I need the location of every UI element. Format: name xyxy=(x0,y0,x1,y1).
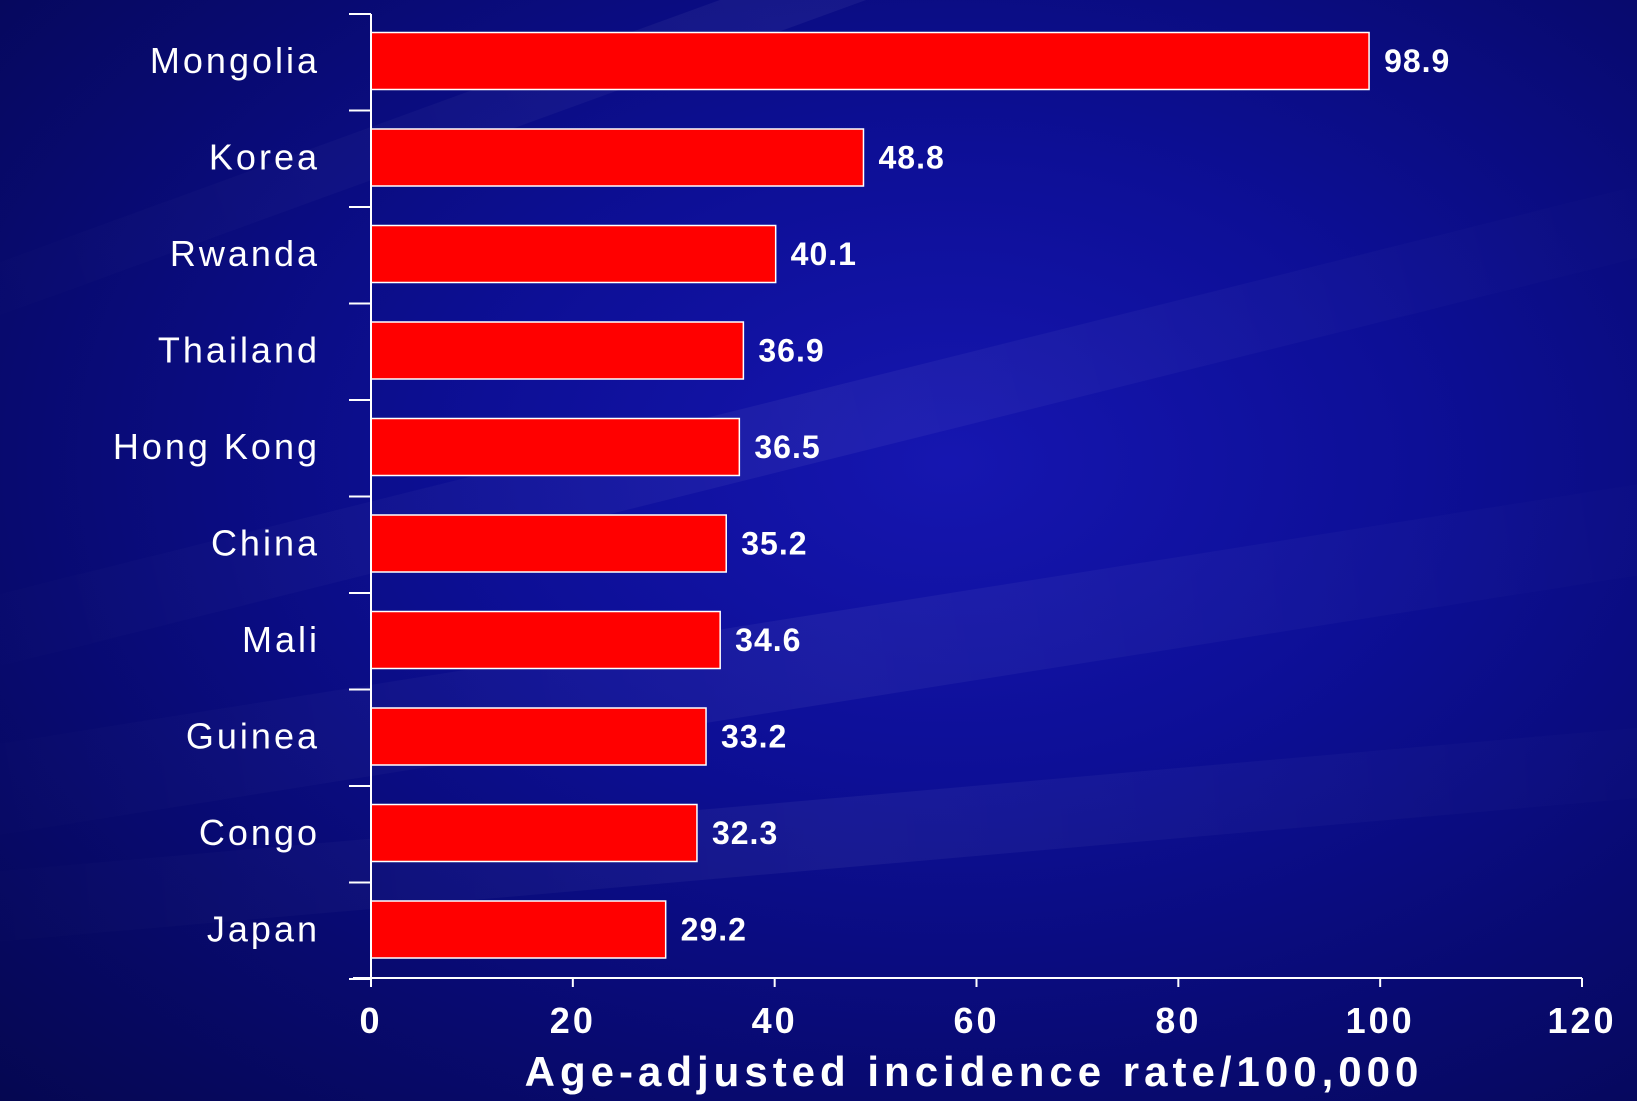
x-tick-label: 100 xyxy=(1346,1000,1415,1041)
bar xyxy=(370,610,721,670)
value-label: 40.1 xyxy=(791,236,857,272)
bar xyxy=(370,224,777,284)
category-label: Mongolia xyxy=(150,40,320,81)
category-label: Guinea xyxy=(186,716,320,757)
category-label: Hong Kong xyxy=(113,426,320,467)
value-label: 32.3 xyxy=(712,815,778,851)
bar xyxy=(370,707,707,766)
value-label: 35.2 xyxy=(741,526,807,562)
bar xyxy=(370,900,667,959)
value-label: 29.2 xyxy=(681,912,747,948)
bar xyxy=(370,128,865,187)
category-label: Rwanda xyxy=(170,233,320,274)
x-tick-label: 40 xyxy=(752,1000,798,1041)
bar xyxy=(370,803,698,863)
x-tick-label: 80 xyxy=(1155,1000,1201,1041)
labels-layer: Mongolia 98.9 Korea 48.8 Rwanda 40.1 Thailand 3… xyxy=(113,40,1616,1041)
bar xyxy=(370,514,727,573)
value-label: 34.6 xyxy=(735,622,801,658)
category-label: China xyxy=(211,523,320,564)
value-label: 98.9 xyxy=(1384,43,1450,79)
category-label: Korea xyxy=(209,137,320,178)
axes-layer xyxy=(349,13,1583,987)
value-label: 36.5 xyxy=(754,429,820,465)
bar xyxy=(370,417,741,477)
value-label: 33.2 xyxy=(721,719,787,755)
value-label: 36.9 xyxy=(758,333,824,369)
category-label: Congo xyxy=(199,812,320,853)
category-label: Mali xyxy=(242,619,320,660)
bar xyxy=(370,321,745,380)
bars-layer xyxy=(370,31,1370,959)
category-label: Thailand xyxy=(158,330,320,371)
category-label: Japan xyxy=(207,909,320,950)
x-tick-label: 120 xyxy=(1547,1000,1616,1041)
x-tick-label: 0 xyxy=(359,1000,382,1041)
bar xyxy=(370,31,1370,91)
x-axis-title: Age-adjusted incidence rate/100,000 xyxy=(525,1048,1424,1095)
x-tick-label: 60 xyxy=(953,1000,999,1041)
x-tick-label: 20 xyxy=(550,1000,596,1041)
value-label: 48.8 xyxy=(878,140,944,176)
